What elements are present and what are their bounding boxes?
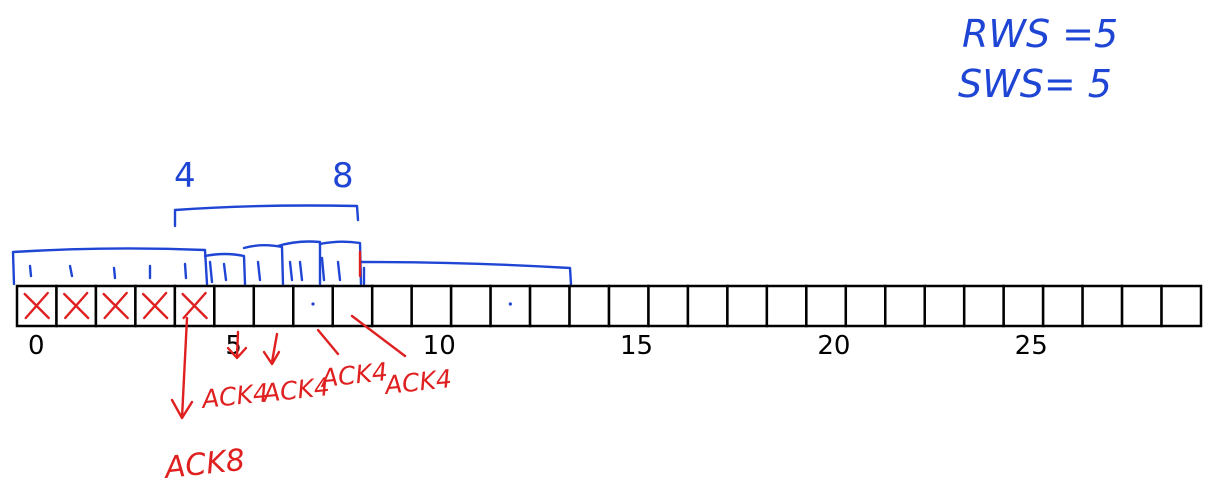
sequence-cell (292, 284, 334, 328)
cross-mark (23, 291, 50, 320)
cross-mark (102, 291, 129, 320)
sequence-cell (568, 284, 611, 328)
sequence-cell (765, 284, 808, 328)
cross-mark (141, 291, 169, 320)
tick-label: 10 (423, 331, 456, 361)
sequence-cell (686, 284, 729, 328)
receive-window-bracket (173, 204, 360, 228)
sequence-cell (962, 284, 1005, 328)
rws-label: RWS =5 (962, 12, 1118, 56)
sequence-cell (252, 284, 295, 328)
ack8-label: ACK8 (161, 443, 246, 486)
sequence-cell (331, 284, 374, 328)
tick-label: 15 (620, 331, 653, 361)
ack-label-d: ACK4 (382, 364, 454, 400)
sequence-cell (923, 284, 966, 328)
received-cell-marks (23, 291, 208, 320)
sequence-cell (647, 284, 690, 328)
sequence-cell (1160, 284, 1203, 328)
ack-arrow-5 (226, 330, 248, 360)
pending-cell-dots (311, 302, 512, 306)
cross-mark (181, 291, 208, 320)
sequence-cell (1041, 284, 1084, 328)
ack-arrow-6 (262, 332, 281, 366)
cell-dot (508, 302, 512, 306)
tick-label: 0 (28, 331, 45, 361)
bracket-label-end: 8 (332, 156, 354, 196)
cross-mark (63, 291, 90, 320)
sequence-cell (1081, 284, 1124, 328)
ack-arrows (170, 314, 407, 420)
sequence-cell (449, 284, 492, 328)
bracket-label-start: 4 (174, 156, 196, 196)
ack-label-b: ACK4 (260, 372, 332, 408)
ack-label-c: ACK4 (318, 357, 390, 393)
sequence-cell (370, 284, 413, 328)
sequence-cell (489, 284, 532, 328)
sws-label: SWS= 5 (958, 62, 1112, 106)
cell-dot (311, 302, 315, 306)
sequence-tick-labels: 0 5 10 15 20 25 (28, 331, 1048, 361)
ack-arrow-8 (350, 314, 407, 358)
sequence-cell (844, 284, 887, 328)
sequence-cell (1002, 284, 1045, 328)
sequence-cell (213, 284, 256, 328)
sequence-cell (410, 284, 453, 328)
sequence-cell (726, 284, 769, 328)
sequence-cell (528, 284, 571, 328)
ack8-arrow (170, 316, 194, 420)
tick-label: 20 (817, 331, 850, 361)
sequence-cell (805, 284, 848, 328)
ack-label-a: ACK4 (199, 378, 271, 414)
send-window-brackets (11, 240, 573, 286)
ack-arrow-7 (316, 328, 340, 356)
sequence-cell (607, 284, 650, 328)
sequence-cell (884, 284, 926, 328)
tick-label: 25 (1015, 331, 1048, 361)
sequence-cell (1120, 284, 1163, 328)
